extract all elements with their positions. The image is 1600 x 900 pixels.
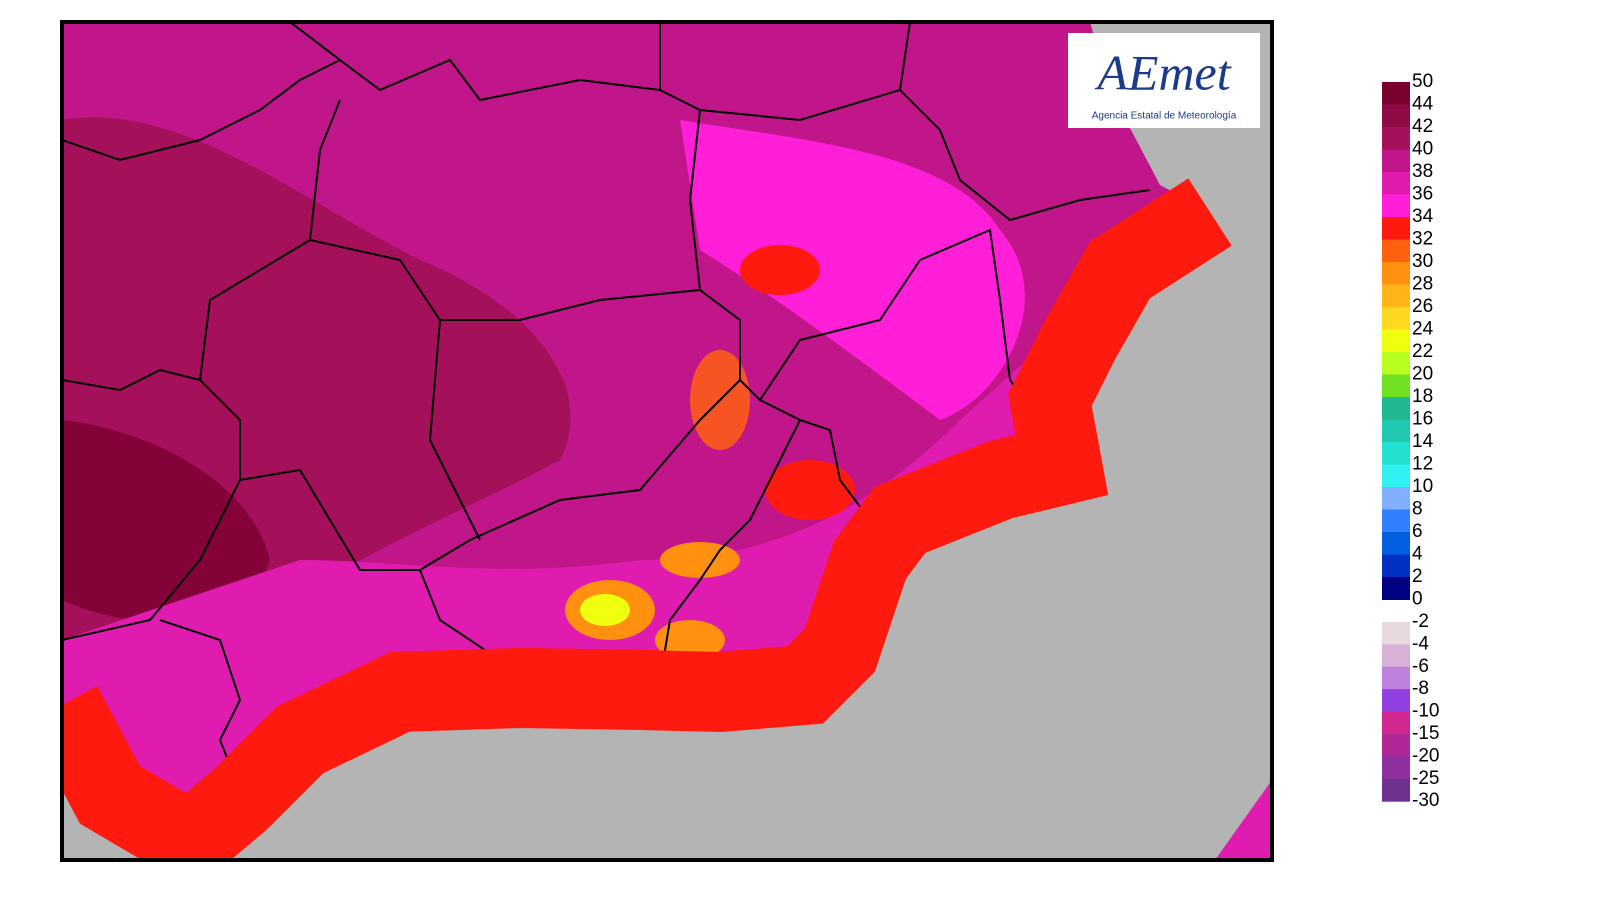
legend-label: -10 <box>1412 701 1439 722</box>
legend-label: 14 <box>1412 431 1434 452</box>
legend-color-bin <box>1382 149 1410 173</box>
legend-label: 12 <box>1412 454 1433 475</box>
legend-label: 24 <box>1412 319 1434 340</box>
legend-label: 36 <box>1412 184 1433 205</box>
legend-color-bin <box>1382 419 1410 443</box>
legend-label: 40 <box>1412 139 1433 160</box>
legend-color-bin <box>1382 532 1410 555</box>
legend-label: 16 <box>1412 409 1433 430</box>
legend-color-bin <box>1382 711 1410 735</box>
legend-label: 30 <box>1412 251 1433 272</box>
legend-label: -25 <box>1412 768 1439 789</box>
legend-color-bin <box>1382 756 1410 780</box>
legend-label: 0 <box>1412 589 1423 610</box>
legend-label: -6 <box>1412 656 1429 677</box>
legend-label: -20 <box>1412 745 1439 766</box>
legend-label: 28 <box>1412 274 1433 295</box>
legend-color-bin <box>1382 666 1410 690</box>
legend-color-bin <box>1382 239 1410 263</box>
legend-label: 44 <box>1412 94 1434 115</box>
legend-color-bin <box>1382 217 1410 240</box>
logo-box <box>1068 33 1260 128</box>
legend-label: -4 <box>1412 633 1429 654</box>
legend-color-bin <box>1382 464 1410 488</box>
logo: AEmet Agencia Estatal de Meteorología <box>1068 33 1260 128</box>
legend: 5044424038363432302826242220181614121086… <box>1382 71 1439 811</box>
legend-color-bin <box>1382 127 1410 150</box>
legend-label: -2 <box>1412 611 1429 632</box>
legend-color-bin <box>1382 622 1410 645</box>
legend-label: -15 <box>1412 723 1439 744</box>
legend-label: -8 <box>1412 678 1429 699</box>
legend-color-bin <box>1382 352 1410 375</box>
legend-color-bin <box>1382 194 1410 218</box>
legend-color-bin <box>1382 172 1410 195</box>
legend-label: 4 <box>1412 544 1423 565</box>
legend-color-bin <box>1382 487 1410 510</box>
logo-name: AEmet <box>1094 44 1231 100</box>
legend-color-bin <box>1382 689 1410 713</box>
legend-label: 10 <box>1412 476 1433 497</box>
legend-label: 34 <box>1412 206 1434 227</box>
legend-color-bin <box>1382 262 1410 285</box>
legend-color-bin <box>1382 284 1410 308</box>
map-frame <box>60 20 1274 862</box>
legend-color-bin <box>1382 104 1410 128</box>
legend-label: -30 <box>1412 790 1439 811</box>
land-africa <box>1215 780 1272 860</box>
legend-label: 42 <box>1412 116 1433 137</box>
legend-label: 6 <box>1412 521 1423 542</box>
province-borders <box>62 22 1151 791</box>
legend-color-bin <box>1382 82 1410 105</box>
legend-color-bin <box>1382 644 1410 668</box>
legend-label: 38 <box>1412 161 1433 182</box>
legend-color-bin <box>1382 329 1410 353</box>
legend-label: 8 <box>1412 499 1423 520</box>
legend-label: 2 <box>1412 566 1423 587</box>
legend-color-bin <box>1382 734 1410 757</box>
legend-label: 32 <box>1412 229 1433 250</box>
legend-label: 20 <box>1412 364 1433 385</box>
legend-label: 26 <box>1412 296 1433 317</box>
map <box>62 22 1272 860</box>
legend-label: 18 <box>1412 386 1433 407</box>
legend-color-bin <box>1382 307 1410 330</box>
legend-color-bin <box>1382 554 1410 578</box>
legend-color-bin <box>1382 442 1410 465</box>
legend-color-bin <box>1382 778 1410 802</box>
legend-label: 50 <box>1412 71 1433 92</box>
legend-color-bin <box>1382 577 1410 600</box>
logo-subtitle: Agencia Estatal de Meteorología <box>1092 111 1237 122</box>
legend-color-bin <box>1382 374 1410 398</box>
legend-color-bin <box>1382 509 1410 533</box>
legend-label: 22 <box>1412 341 1433 362</box>
legend-color-bin <box>1382 397 1410 420</box>
